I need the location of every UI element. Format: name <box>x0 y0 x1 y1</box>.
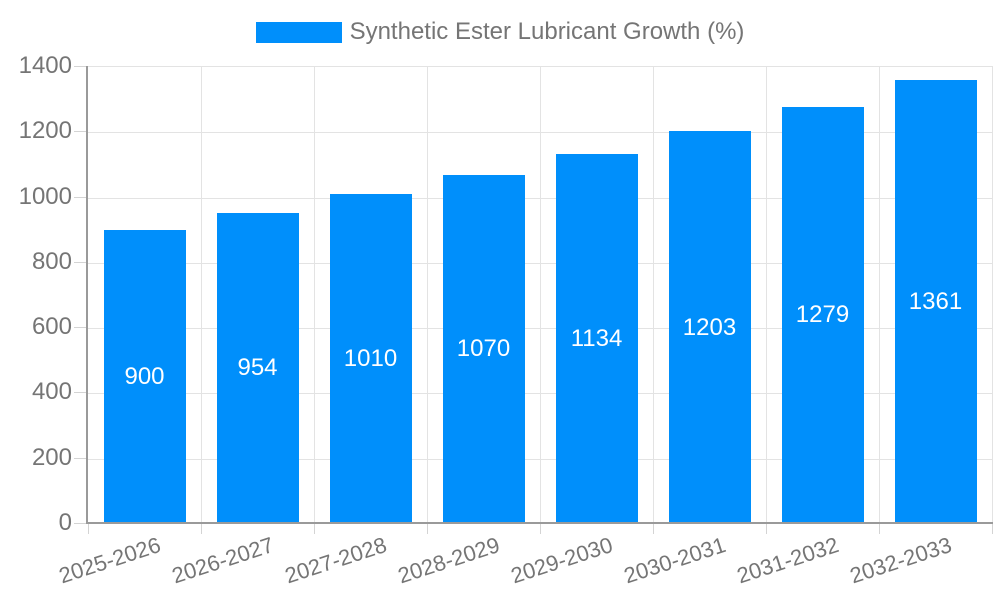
bar-value-label: 954 <box>237 354 278 382</box>
x-axis-tick-mark <box>88 524 89 534</box>
y-axis-tick-label: 200 <box>31 443 72 471</box>
x-axis-line <box>86 522 993 524</box>
gridline-vertical <box>427 67 428 524</box>
legend-swatch[interactable] <box>255 21 342 43</box>
x-axis-tick-mark <box>201 524 202 534</box>
bar-2032-2033[interactable]: 1361 <box>894 79 977 524</box>
bar-value-label: 1279 <box>795 301 850 329</box>
y-axis-tick-mark <box>74 457 86 459</box>
bar-value-label: 900 <box>124 363 165 391</box>
gridline-vertical <box>314 67 315 524</box>
gridline-vertical <box>879 67 880 524</box>
bar-2027-2028[interactable]: 1010 <box>329 194 412 524</box>
bar-value-label: 1134 <box>570 324 623 352</box>
y-axis-tick-label: 800 <box>31 247 72 275</box>
gridline-vertical <box>766 67 767 524</box>
bar-2030-2031[interactable]: 1203 <box>668 131 751 524</box>
y-axis-tick-label: 400 <box>31 378 72 406</box>
x-axis-tick-label: 2029-2030 <box>508 532 616 589</box>
x-axis-tick-label: 2032-2033 <box>847 532 955 589</box>
gridline-vertical <box>653 67 654 524</box>
x-axis-tick-mark <box>879 524 880 534</box>
y-axis-tick-mark <box>74 131 86 133</box>
bar-2031-2032[interactable]: 1279 <box>781 106 864 524</box>
bar-2028-2029[interactable]: 1070 <box>442 174 525 524</box>
x-axis-tick-mark <box>653 524 654 534</box>
x-axis-tick-mark <box>314 524 315 534</box>
y-axis-tick-mark <box>74 327 86 329</box>
x-axis-tick-mark <box>427 524 428 534</box>
y-axis-tick-mark <box>74 66 86 67</box>
bar-value-label: 1361 <box>908 287 963 315</box>
x-axis-tick-mark <box>540 524 541 534</box>
bar-2029-2030[interactable]: 1134 <box>555 153 638 524</box>
x-axis-tick-label: 2031-2032 <box>734 532 842 589</box>
gridline-vertical <box>201 67 202 524</box>
x-axis-tick-label: 2026-2027 <box>169 532 277 589</box>
bar-2026-2027[interactable]: 954 <box>216 212 299 524</box>
y-axis-tick-label: 0 <box>58 509 72 536</box>
legend-label: Synthetic Ester Lubricant Growth (%) <box>349 18 745 45</box>
plot-area: 900 954 1010 1070 1134 1203 1279 1361 <box>88 66 993 524</box>
y-axis-tick-label: 1000 <box>18 182 72 210</box>
bar-value-label: 1010 <box>343 345 398 373</box>
y-axis-tick-label: 1200 <box>18 117 72 145</box>
bar-value-label: 1203 <box>682 313 737 341</box>
bar-2025-2026[interactable]: 900 <box>103 230 186 524</box>
x-axis-tick-label: 2027-2028 <box>282 532 390 589</box>
y-axis-line <box>86 66 88 523</box>
y-axis-tick-label: 600 <box>31 313 72 341</box>
x-axis-tick-mark <box>992 524 993 534</box>
legend[interactable]: Synthetic Ester Lubricant Growth (%) <box>0 18 1000 46</box>
y-axis-tick-mark <box>74 523 86 524</box>
x-axis-tick-label: 2028-2029 <box>395 532 503 589</box>
bar-value-label: 1070 <box>456 335 511 363</box>
y-axis-tick-mark <box>74 392 86 394</box>
y-axis-tick-mark <box>74 196 86 198</box>
gridline-vertical <box>540 67 541 524</box>
y-axis-tick-label: 1400 <box>18 52 72 79</box>
y-axis-tick-mark <box>74 261 86 263</box>
x-axis-tick-label: 2030-2031 <box>621 532 729 589</box>
x-axis-tick-label: 2025-2026 <box>56 532 164 589</box>
x-axis-tick-mark <box>766 524 767 534</box>
